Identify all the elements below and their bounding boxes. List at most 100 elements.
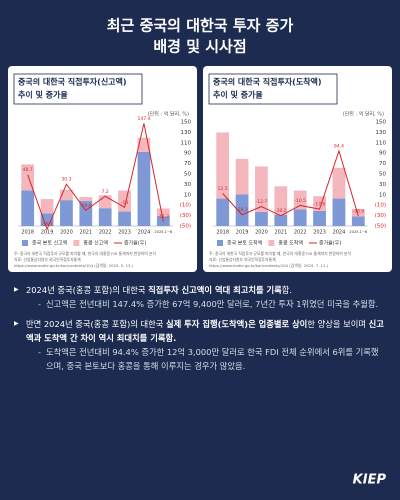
chart-title: 추이 및 증가율 xyxy=(18,90,68,100)
y2-tick-label: 70 xyxy=(379,161,386,167)
title-line: 최근 중국의 대한국 투자 증가 xyxy=(107,17,294,35)
growth-label: -17.6 xyxy=(314,202,326,208)
growth-label: 94.4 xyxy=(334,143,344,149)
bar xyxy=(79,201,93,226)
x-tick-label: 2019 xyxy=(41,230,54,236)
legend-label: 증가율(우) xyxy=(124,240,146,247)
bullet: 2024년 중국(홍콩 포함)의 대한국 직접투자 신고액이 역대 최고치를 기… xyxy=(14,283,386,311)
y2-tick-label: (10) xyxy=(180,203,191,209)
y2-tick-label: 10 xyxy=(379,192,386,198)
y2-tick-label: 130 xyxy=(376,130,387,136)
bar xyxy=(293,209,307,226)
legend-label: 중국 본토 신고액 xyxy=(32,240,68,247)
growth-label: 12.5 xyxy=(218,186,228,192)
bar xyxy=(137,151,151,226)
note: 자료: 산업통상자원부 외국인직접투자통계 xyxy=(209,257,276,262)
logo: KIEP xyxy=(353,473,387,488)
x-tick-label: 2018 xyxy=(216,230,229,236)
note: https://www.motie.go.kr/kor/contents/104… xyxy=(209,263,329,268)
y2-tick-label: 10 xyxy=(184,192,191,198)
legend-swatch xyxy=(73,240,80,246)
y2-tick-label: (30) xyxy=(180,213,191,219)
bar xyxy=(21,190,35,226)
x-tick-label: 2020 xyxy=(255,230,268,236)
bar xyxy=(98,208,112,226)
bar xyxy=(118,211,131,226)
y2-tick-label: 50 xyxy=(184,172,191,178)
y2-tick-label: 30 xyxy=(184,182,191,188)
growth-line xyxy=(222,149,359,217)
bar xyxy=(351,208,365,217)
bar xyxy=(313,210,326,226)
growth-label: -10.5 xyxy=(294,198,306,204)
bar xyxy=(332,167,346,199)
bar xyxy=(79,197,93,202)
x-tick-label: 2023 xyxy=(313,230,326,236)
y2-tick-label: (50) xyxy=(180,224,191,230)
y2-tick-label: (10) xyxy=(375,203,386,209)
growth-label: -30.9 xyxy=(352,209,364,215)
y2-tick-label: (50) xyxy=(375,224,386,230)
growth-label: 7.2 xyxy=(102,189,109,195)
legend-swatch xyxy=(217,240,223,246)
growth-label: -14 xyxy=(121,200,128,206)
bullets: 2024년 중국(홍콩 포함)의 대한국 직접투자 신고액이 역대 최고치를 기… xyxy=(14,283,386,379)
bar xyxy=(40,199,54,214)
sub-bullet: 도착액은 전년대비 94.4% 증가한 12억 3,000만 달러로 한국 FD… xyxy=(26,345,386,373)
growth-label: -41.3 xyxy=(157,214,169,220)
growth-label: -28.3 xyxy=(236,207,248,213)
y2-tick-label: 50 xyxy=(379,172,386,178)
x-tick-label: 2021 xyxy=(274,230,287,236)
legend-label: 중국 본토 도착액 xyxy=(227,240,263,247)
growth-label: 147.4 xyxy=(137,116,150,122)
growth-label: 30.3 xyxy=(61,177,71,183)
chart-title: 중국의 대한국 직접투자(신고액) xyxy=(18,77,127,87)
legend-label: 홍콩 도착액 xyxy=(278,240,303,247)
note: 주: 중국의 대한국 직접투자 규모를 파악할 때, 한국의 대홍콩 FDI 통… xyxy=(14,251,156,256)
bullet-text: 직접투자 신고액이 역대 최고치를 기록 xyxy=(148,285,282,295)
unit: (단위 : 억 달러, %) xyxy=(343,111,384,118)
bar xyxy=(274,186,288,215)
bullet: 반면 2024년 중국(홍콩 포함)의 대한국 실제 투자 집행(도착액)은 업… xyxy=(14,317,386,373)
x-tick-label: 2019 xyxy=(236,230,249,236)
bar xyxy=(235,158,249,195)
bullet-text: 반면 2024년 중국(홍콩 포함)의 대한국 xyxy=(26,319,167,329)
growth-label: 48.7 xyxy=(23,167,33,173)
bar xyxy=(60,200,73,226)
x-tick-label: 2020 xyxy=(60,230,73,236)
x-tick-label: 2024 xyxy=(138,230,151,236)
title-line: 배경 및 시사점 xyxy=(153,38,246,56)
bar xyxy=(235,194,249,226)
growth-label: -19.8 xyxy=(80,203,92,209)
bar xyxy=(216,198,230,226)
x-tick-label: 2025.1~6 xyxy=(154,230,173,234)
bullet-text: 한 양상을 보이며 xyxy=(307,319,369,329)
x-tick-label: 2025.1~6 xyxy=(349,230,368,234)
chart-title: 중국의 대한국 직접투자(도착액) xyxy=(213,77,322,87)
x-tick-label: 2018 xyxy=(21,230,34,236)
bar xyxy=(351,216,365,226)
bar xyxy=(156,208,170,217)
bullet-text: 함. xyxy=(281,285,293,295)
y2-tick-label: 30 xyxy=(379,182,386,188)
note: 주: 중국의 대한국 직접투자 규모를 파악할 때, 한국의 대홍콩 FDI 통… xyxy=(209,251,351,256)
growth-line xyxy=(27,123,164,231)
y2-tick-label: 150 xyxy=(376,120,387,126)
y2-tick-label: 90 xyxy=(379,151,386,157)
unit: (단위 : 억 달러, %) xyxy=(148,111,189,118)
bullet-text: 실제 투자 집행(도착액)은 업종별로 상이 xyxy=(166,319,308,329)
y2-tick-label: 110 xyxy=(376,140,387,146)
bar xyxy=(274,214,288,226)
bullet-text: 신고액과 도착액 간 차이 역시 최대치를 기록함. xyxy=(26,319,384,343)
y2-tick-label: 130 xyxy=(181,130,192,136)
card-title-box xyxy=(208,73,338,105)
y2-tick-label: 70 xyxy=(184,161,191,167)
card-title-box xyxy=(13,73,143,105)
x-tick-label: 2024 xyxy=(333,230,346,236)
bar xyxy=(255,166,268,212)
note: 자료: 산업통상자원부 외국인직접투자통계 xyxy=(14,257,81,262)
x-tick-label: 2022 xyxy=(99,230,112,236)
note: https://www.motie.go.kr/kor/contents/104… xyxy=(14,263,134,268)
y2-tick-label: 150 xyxy=(181,120,192,126)
